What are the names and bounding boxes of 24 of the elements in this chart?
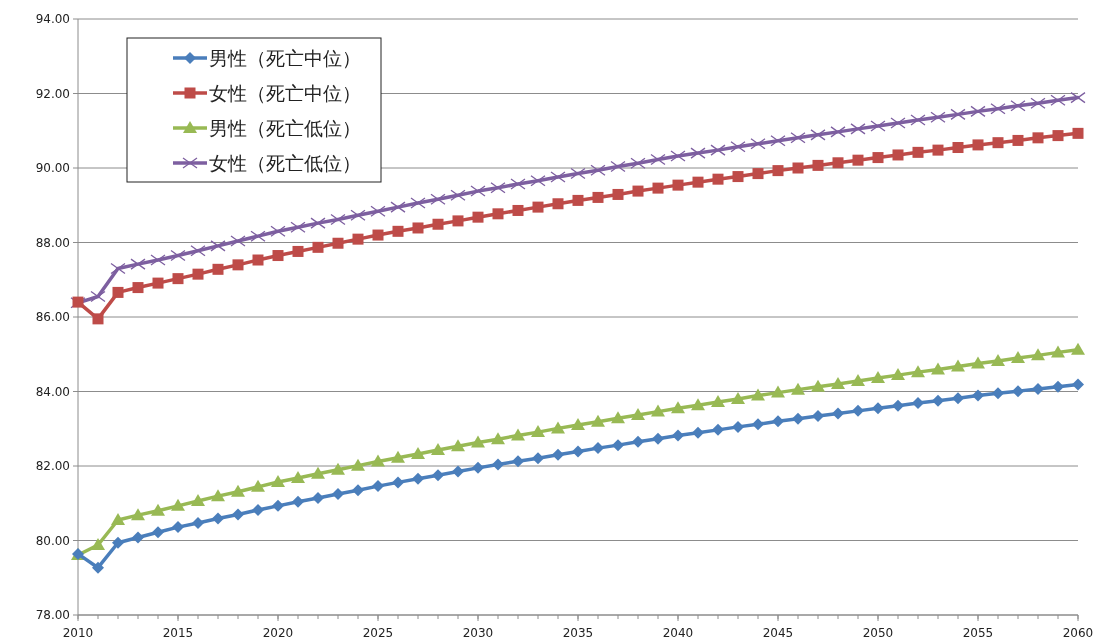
y-tick-label: 94.00 [35, 12, 70, 26]
legend-label: 男性（死亡低位） [209, 117, 361, 139]
legend-label: 女性（死亡中位） [209, 82, 361, 104]
x-tick-label: 2060 [1062, 626, 1094, 640]
x-tick-label: 2035 [562, 626, 594, 640]
y-tick-label: 86.00 [35, 310, 70, 324]
y-tick-label: 84.00 [35, 384, 70, 399]
y-tick-label: 82.00 [35, 459, 70, 473]
x-tick-label: 2015 [162, 626, 194, 640]
x-tick-label: 2020 [262, 626, 294, 640]
y-tick-label: 78.00 [35, 608, 70, 622]
y-tick-label: 88.00 [35, 235, 70, 250]
y-tick-label: 90.00 [35, 161, 70, 175]
x-tick-label: 2045 [762, 626, 794, 640]
x-tick-label: 2040 [662, 626, 694, 640]
x-tick-label: 2030 [462, 626, 494, 640]
legend-label: 男性（死亡中位） [209, 47, 361, 69]
y-tick-label: 80.00 [35, 533, 70, 548]
x-tick-label: 2050 [862, 626, 894, 640]
y-tick-label: 92.00 [35, 86, 70, 101]
x-tick-label: 2025 [362, 626, 394, 640]
x-tick-label: 2055 [962, 626, 994, 640]
legend-label: 女性（死亡低位） [209, 152, 361, 174]
x-tick-label: 2010 [62, 626, 94, 640]
